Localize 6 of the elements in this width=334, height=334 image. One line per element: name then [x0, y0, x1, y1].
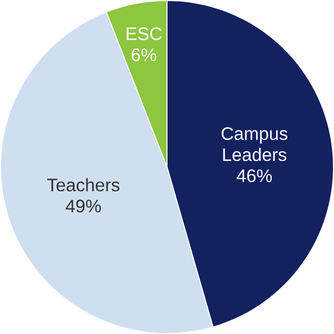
slice-label: ESC — [126, 27, 162, 40]
slice-label: Teachers — [47, 178, 120, 192]
data-label: 46% — [236, 169, 272, 182]
data-label: 6% — [132, 48, 156, 62]
data-label: 49% — [66, 200, 101, 212]
slice-label: Campus Leaders — [222, 127, 288, 162]
